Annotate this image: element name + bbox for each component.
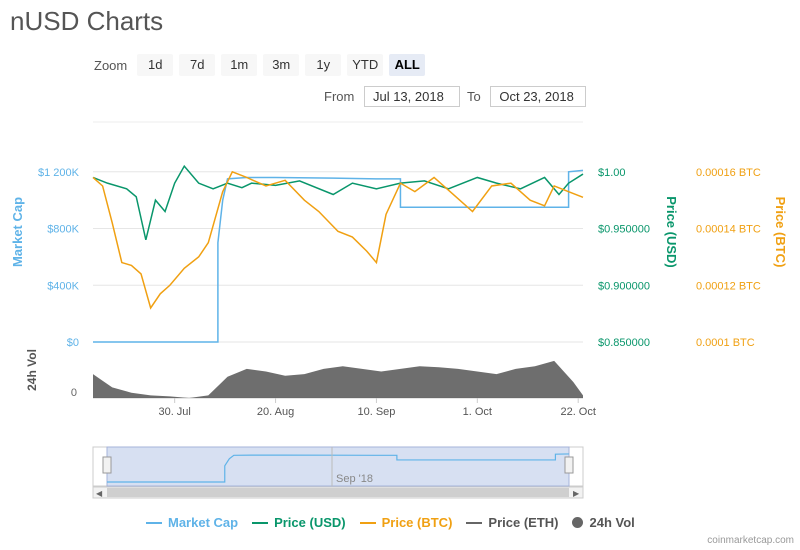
page-title: nUSD Charts — [10, 6, 164, 36]
legend-price-eth-swatch — [466, 521, 483, 524]
volume-area — [93, 360, 583, 398]
left-tick-label: $0 — [67, 337, 79, 349]
grid — [93, 121, 583, 403]
volume-area-shape — [93, 360, 583, 398]
legend-market-cap-swatch — [146, 521, 162, 524]
navigator-handle — [102, 456, 112, 474]
price-btc-line — [92, 170, 584, 310]
scroll-left-icon: ◀ — [96, 489, 103, 498]
legend-price-usd[interactable]: Price (USD) — [252, 515, 346, 530]
navigator-scrollbar-thumb — [107, 488, 569, 497]
zoom-3m-button[interactable]: 3m — [263, 54, 300, 76]
legend-24h-vol-label: 24h Vol — [589, 515, 635, 530]
legend-market-cap-label: Market Cap — [168, 515, 239, 530]
zoom-ytd-button[interactable]: YTD — [347, 54, 384, 76]
navigator-selection — [106, 446, 570, 487]
left-tick-label: $800K — [47, 224, 79, 236]
zoom-all-button[interactable]: ALL — [389, 54, 426, 76]
btc-tick-label: 0.0001 BTC — [696, 337, 755, 349]
btc-tick-label: 0.00014 BTC — [696, 224, 761, 236]
legend-24h-vol-swatch — [572, 517, 584, 528]
legend-price-eth[interactable]: Price (ETH) — [466, 515, 558, 530]
usd-tick-label: $0.850000 — [598, 337, 650, 349]
zoom-1d-button[interactable]: 1d — [137, 54, 174, 76]
legend-market-cap[interactable]: Market Cap — [146, 515, 238, 530]
axis-labels: $0 $400K $800K $1 200K $0.850000 $0.900000 $0.… — [10, 167, 788, 418]
price-usd-line — [92, 164, 584, 241]
date-from-input[interactable]: Jul 13, 2018 — [363, 86, 460, 107]
left-tick-label: $1 200K — [38, 167, 80, 179]
usd-tick-label: $0.900000 — [598, 280, 650, 292]
btc-tick-label: 0.00016 BTC — [696, 167, 761, 179]
btc-axis-title: Price (BTC) — [773, 197, 788, 268]
navigator-label: Sep '18 — [336, 473, 373, 485]
legend-price-btc-label: Price (BTC) — [381, 515, 453, 530]
navigator-handle — [564, 456, 574, 474]
vol-axis-title: 24h Vol — [25, 349, 39, 391]
zoom-1y-button[interactable]: 1y — [305, 54, 342, 76]
credit-link[interactable]: coinmarketcap.com — [707, 535, 794, 546]
usd-tick-label: $0.950000 — [598, 224, 650, 236]
date-to-label: To — [467, 89, 481, 104]
zoom-7d-button[interactable]: 7d — [179, 54, 216, 76]
zoom-label: Zoom — [94, 57, 128, 73]
legend-price-usd-swatch — [252, 521, 269, 524]
left-tick-label: $400K — [47, 280, 79, 292]
legend: Market Cap Price (USD) Price (BTC) Price… — [146, 515, 635, 530]
x-tick-label: 10. Sep — [357, 406, 395, 418]
legend-price-usd-label: Price (USD) — [274, 515, 346, 530]
date-to: To Oct 23, 2018 — [467, 86, 587, 107]
usd-tick-label: $1.00 — [598, 167, 626, 179]
usd-axis-title: Price (USD) — [664, 196, 679, 268]
x-tick-label: 22. Oct — [560, 406, 595, 418]
navigator-line — [107, 453, 570, 483]
date-from: From Jul 13, 2018 — [324, 86, 460, 107]
legend-price-btc[interactable]: Price (BTC) — [359, 515, 453, 530]
vol-tick-label: 0 — [71, 387, 77, 399]
navigator[interactable]: Sep '18 ◀ ▶ — [92, 446, 584, 499]
zoom-1m-button[interactable]: 1m — [221, 54, 258, 76]
legend-price-eth-label: Price (ETH) — [488, 515, 559, 530]
legend-24h-vol[interactable]: 24h Vol — [572, 515, 635, 530]
x-tick-label: 30. Jul — [158, 406, 190, 418]
x-tick-label: 20. Aug — [257, 406, 294, 418]
date-to-input[interactable]: Oct 23, 2018 — [490, 86, 587, 107]
market-cap-line — [93, 169, 584, 343]
zoom-bar: Zoom 1d 7d 1m 3m 1y YTD ALL — [94, 54, 426, 76]
date-from-label: From — [324, 89, 355, 104]
btc-tick-label: 0.00012 BTC — [696, 280, 761, 292]
scroll-right-icon: ▶ — [573, 489, 580, 498]
left-axis-title: Market Cap — [10, 197, 25, 267]
legend-price-btc-swatch — [359, 521, 376, 524]
series-lines — [92, 164, 584, 343]
x-tick-label: 1. Oct — [463, 406, 492, 418]
